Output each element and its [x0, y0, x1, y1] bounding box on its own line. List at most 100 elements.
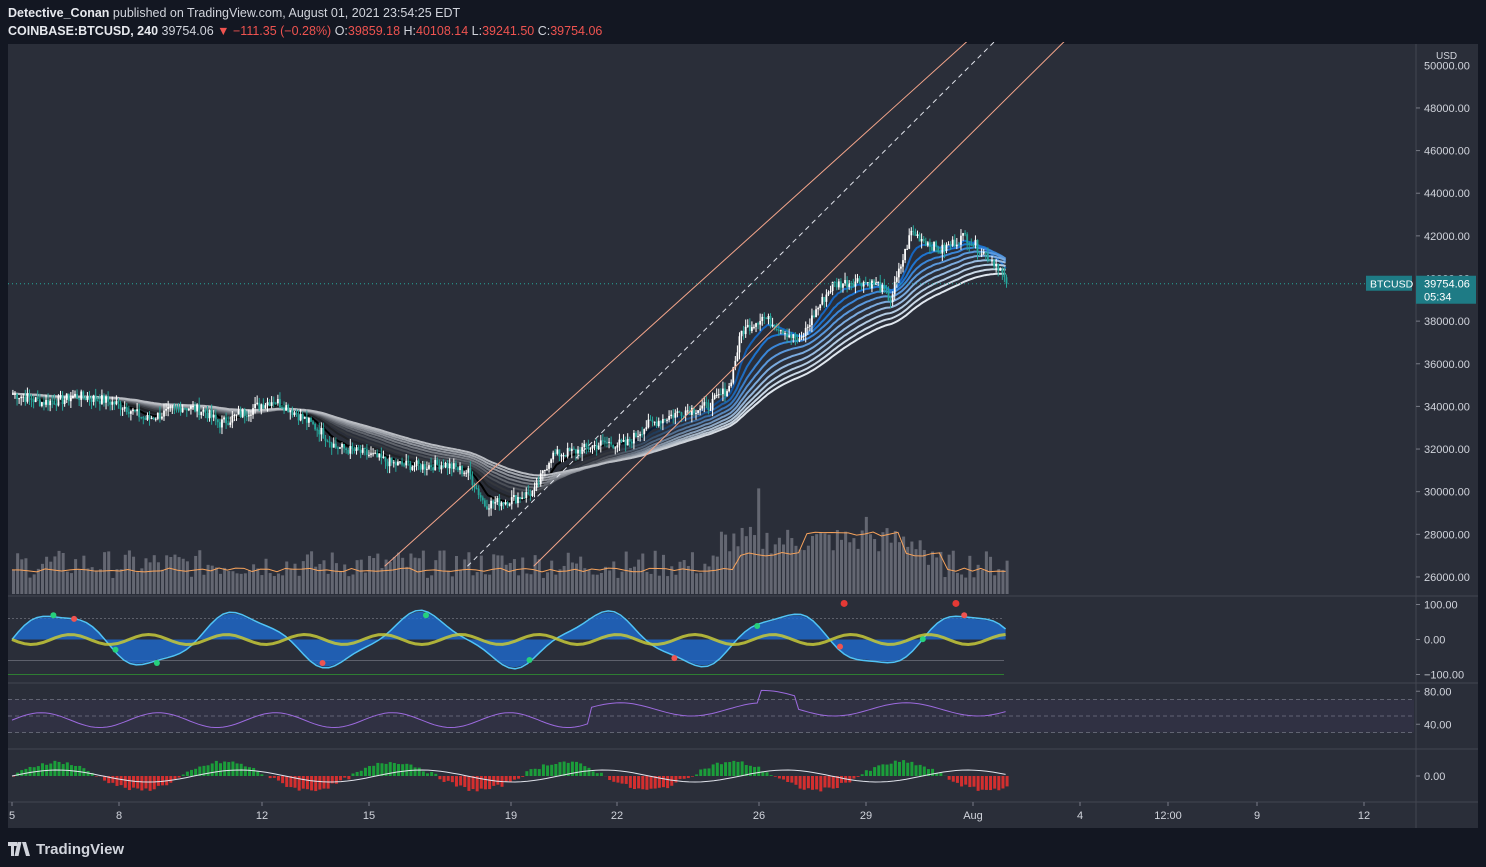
candle-body[interactable]	[57, 395, 60, 406]
candle-body[interactable]	[299, 413, 302, 421]
candle-body[interactable]	[233, 414, 236, 416]
candle-body[interactable]	[179, 407, 182, 413]
candle-body[interactable]	[680, 412, 683, 416]
candle-body[interactable]	[926, 242, 929, 246]
candle-body[interactable]	[322, 427, 325, 439]
candle-body[interactable]	[368, 454, 370, 456]
candle-body[interactable]	[212, 414, 215, 418]
candle-body[interactable]	[746, 325, 749, 327]
candle-body[interactable]	[779, 330, 782, 332]
candle-body[interactable]	[664, 418, 666, 420]
candle-body[interactable]	[606, 442, 608, 444]
candle-body[interactable]	[109, 401, 112, 405]
candle-body[interactable]	[647, 419, 650, 428]
candle-body[interactable]	[931, 246, 933, 251]
candle-body[interactable]	[753, 326, 755, 328]
candle-body[interactable]	[529, 493, 532, 496]
candle-body[interactable]	[330, 442, 333, 448]
candle-body[interactable]	[291, 410, 294, 415]
candle-body[interactable]	[353, 448, 356, 452]
candle-body[interactable]	[817, 308, 820, 310]
candle-body[interactable]	[154, 418, 157, 420]
candle-body[interactable]	[459, 466, 461, 471]
candle-body[interactable]	[637, 435, 639, 437]
candle-body[interactable]	[111, 401, 114, 405]
candle-body[interactable]	[316, 429, 319, 431]
candle-body[interactable]	[798, 338, 801, 341]
candle-body[interactable]	[577, 449, 579, 454]
candle-body[interactable]	[279, 399, 281, 408]
candle-body[interactable]	[748, 325, 751, 332]
candle-body[interactable]	[591, 445, 594, 449]
candle-body[interactable]	[962, 233, 964, 236]
candle-body[interactable]	[651, 420, 654, 422]
candle-body[interactable]	[972, 244, 975, 246]
candle-body[interactable]	[268, 402, 271, 407]
candle-body[interactable]	[370, 453, 372, 455]
candle-body[interactable]	[334, 443, 337, 448]
candle-body[interactable]	[69, 398, 72, 402]
candle-body[interactable]	[351, 445, 354, 449]
candle-body[interactable]	[51, 400, 54, 402]
candle-body[interactable]	[161, 416, 163, 419]
candle-body[interactable]	[914, 232, 917, 236]
candle-body[interactable]	[989, 260, 991, 262]
candle-body[interactable]	[709, 409, 712, 411]
candle-body[interactable]	[599, 440, 602, 446]
candle-body[interactable]	[744, 326, 747, 335]
candle-body[interactable]	[490, 500, 492, 509]
candle-body[interactable]	[666, 419, 668, 421]
candle-body[interactable]	[939, 252, 942, 254]
candle-body[interactable]	[415, 460, 418, 466]
candle-body[interactable]	[912, 230, 915, 233]
candle-body[interactable]	[937, 246, 940, 253]
candle-body[interactable]	[107, 396, 110, 402]
candle-body[interactable]	[649, 419, 652, 421]
candle-body[interactable]	[504, 502, 507, 505]
candle-body[interactable]	[1003, 272, 1006, 278]
candle-body[interactable]	[572, 448, 575, 450]
candle-body[interactable]	[984, 251, 987, 254]
candle-body[interactable]	[765, 317, 768, 320]
candle-body[interactable]	[966, 234, 969, 243]
candle-body[interactable]	[239, 411, 242, 418]
candle-body[interactable]	[148, 414, 151, 419]
candle-body[interactable]	[409, 462, 412, 470]
candle-body[interactable]	[457, 467, 459, 471]
candle-body[interactable]	[566, 448, 569, 457]
candle-body[interactable]	[722, 388, 724, 395]
candle-body[interactable]	[74, 393, 76, 396]
price-axis[interactable]: 48000.00 46000.00 44000.00 42000.00 38000.00…	[1416, 48, 1476, 584]
candle-body[interactable]	[957, 244, 960, 246]
candle-body[interactable]	[361, 447, 364, 453]
candle-body[interactable]	[45, 399, 47, 405]
candle-body[interactable]	[510, 497, 513, 505]
candle-body[interactable]	[156, 412, 159, 419]
candle-body[interactable]	[14, 393, 16, 395]
candle-body[interactable]	[955, 244, 958, 247]
candle-body[interactable]	[523, 497, 526, 499]
candle-body[interactable]	[548, 463, 550, 469]
candle-body[interactable]	[856, 278, 859, 282]
candle-body[interactable]	[506, 502, 509, 506]
candle-body[interactable]	[260, 404, 263, 410]
candle-body[interactable]	[732, 367, 735, 383]
candle-body[interactable]	[266, 402, 269, 406]
candle-body[interactable]	[864, 281, 867, 283]
candle-body[interactable]	[604, 440, 606, 443]
candle-body[interactable]	[550, 459, 552, 464]
candle-body[interactable]	[328, 441, 331, 443]
candle-body[interactable]	[30, 397, 33, 401]
candle-body[interactable]	[442, 465, 445, 468]
candle-body[interactable]	[775, 329, 778, 331]
candle-body[interactable]	[498, 498, 501, 507]
candle-body[interactable]	[258, 402, 261, 410]
candle-body[interactable]	[486, 506, 488, 510]
candle-body[interactable]	[943, 244, 946, 252]
candle-body[interactable]	[593, 444, 596, 446]
candle-body[interactable]	[802, 335, 805, 337]
candle-body[interactable]	[283, 407, 285, 411]
candle-body[interactable]	[750, 327, 753, 332]
candle-body[interactable]	[204, 409, 207, 413]
candle-body[interactable]	[976, 239, 979, 253]
